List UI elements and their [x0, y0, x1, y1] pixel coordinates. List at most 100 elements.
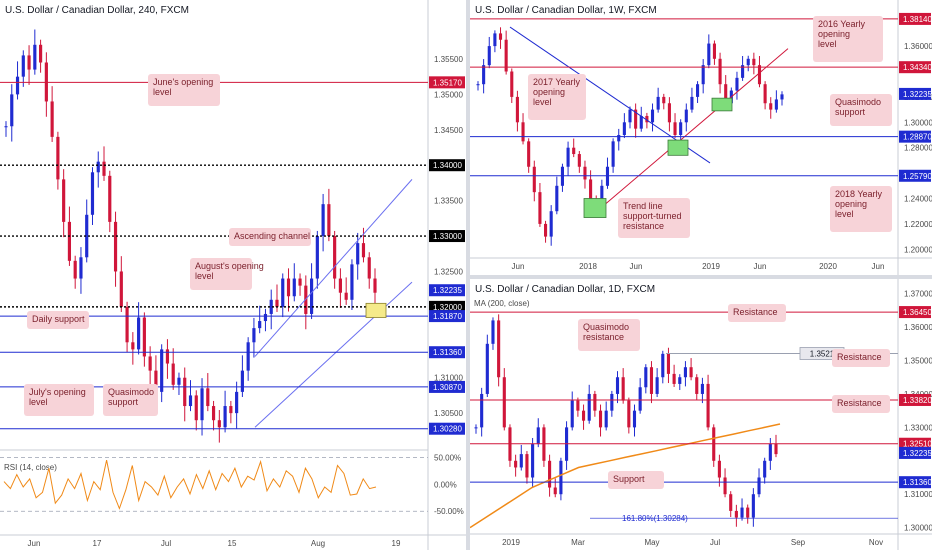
candle-body — [566, 147, 570, 167]
candle-body — [525, 454, 529, 478]
time-tick-label: 2020 — [819, 262, 837, 271]
candle-body — [102, 161, 106, 176]
price-tick-label: 1.30500 — [434, 409, 463, 418]
green-zone — [667, 139, 689, 156]
candle-body — [706, 383, 710, 428]
candle-body — [695, 377, 699, 394]
candle-body — [321, 204, 325, 237]
price-tag-label: 1.38140 — [903, 15, 932, 24]
time-tick-label: Jun — [630, 262, 643, 271]
candle-body — [667, 103, 671, 123]
price-tag — [899, 12, 931, 25]
candle-body — [498, 33, 503, 40]
panel-divider-vertical[interactable] — [466, 0, 470, 550]
panel-divider-horizontal[interactable] — [470, 275, 932, 279]
current-price-tag — [899, 446, 931, 459]
candle-body — [655, 377, 659, 394]
candle-body — [361, 243, 366, 258]
note-2016-opening-box — [813, 16, 883, 62]
note-quasimodo-resistance: Quasimodo — [583, 322, 629, 332]
time-tick-label: Jun — [754, 262, 767, 271]
candle-body — [333, 236, 337, 279]
candle-body — [514, 460, 518, 468]
note-2016-opening: opening — [818, 29, 850, 39]
candle-body — [298, 278, 302, 286]
candle-body — [611, 141, 615, 167]
time-tick-label: 2019 — [502, 538, 520, 547]
note-trendline: Trend line — [623, 201, 663, 211]
note-trendline: resistance — [623, 221, 664, 231]
candle-body — [746, 58, 750, 66]
note-resistance-mid-box — [832, 349, 890, 367]
h4-chart-panel[interactable]: U.S. Dollar / Canadian Dollar, 240, FXCM… — [0, 0, 466, 550]
candle-body — [292, 278, 296, 297]
candle-body — [600, 185, 604, 205]
candle-body — [740, 507, 744, 518]
candle-body — [746, 507, 750, 518]
note-2017-opening: opening — [533, 87, 565, 97]
candle-body — [734, 510, 738, 518]
yellow-zone — [365, 302, 387, 318]
price-tag-label: 1.32000 — [433, 303, 462, 312]
note-quasimodo-resistance: resistance — [583, 332, 624, 342]
candle-body — [281, 278, 285, 307]
price-tick-label: 1.35000 — [434, 90, 463, 99]
candle-body — [327, 204, 331, 237]
candle-body — [113, 221, 118, 272]
candle-body — [751, 494, 755, 518]
note-2016-opening: level — [818, 39, 837, 49]
time-tick-label: Jul — [161, 539, 171, 548]
note-quasimodo-resistance-box — [578, 319, 640, 351]
note-resistance-top-box — [728, 304, 786, 322]
candle-body — [79, 257, 83, 279]
fib-label: 161.80%(1.30284) — [622, 514, 688, 523]
candle-body — [666, 353, 671, 374]
time-tick-label: May — [644, 538, 659, 547]
candle-body — [160, 349, 164, 392]
price-tag-label: 1.31360 — [903, 478, 932, 487]
note-2018-opening: 2018 Yearly — [835, 189, 883, 199]
daily-chart-panel[interactable]: U.S. Dollar / Canadian Dollar, 1D, FXCM 1… — [470, 279, 932, 550]
price-tag-label: 1.33000 — [433, 232, 462, 241]
candle-body — [712, 43, 716, 59]
price-tick-label: 1.20000 — [904, 245, 932, 254]
candle-body — [604, 410, 608, 428]
candle-body — [769, 103, 773, 110]
price-tag — [429, 159, 465, 172]
candle-body — [768, 444, 772, 461]
price-tag — [429, 380, 465, 393]
note-august-opening: August's opening — [195, 261, 264, 271]
candle-body — [549, 211, 553, 237]
candle-body — [142, 317, 146, 357]
weekly-chart-panel[interactable]: U.S. Dollar / Canadian Dollar, 1W, FXCM 1… — [470, 0, 932, 275]
candle-body — [560, 166, 564, 186]
note-2017-opening-box — [528, 74, 586, 120]
candle-body — [662, 96, 666, 104]
candle-body — [515, 96, 519, 123]
candle-body — [538, 192, 542, 224]
candle-body — [617, 135, 621, 142]
candle-body — [229, 406, 233, 414]
candle-body — [638, 387, 642, 411]
note-support: Support — [613, 474, 645, 484]
candle-body — [627, 400, 631, 428]
candle-body — [235, 391, 239, 414]
time-tick-label: 2019 — [702, 262, 720, 271]
time-tick-label: Jun — [512, 262, 525, 271]
price-tick-label: 1.34500 — [434, 126, 463, 135]
candle-body — [531, 444, 535, 478]
candle-body — [673, 122, 677, 135]
price-tag — [899, 61, 931, 74]
candle-body — [510, 71, 514, 97]
candle-body — [729, 494, 733, 511]
candle-body — [723, 477, 727, 495]
price-tick-label: 1.28000 — [904, 144, 932, 153]
price-tick-label: 1.30000 — [904, 118, 932, 127]
candle-body — [577, 154, 581, 167]
current-price-tag — [429, 284, 465, 297]
candle-body — [62, 179, 66, 222]
note-resistance-low: Resistance — [837, 398, 882, 408]
price-tag-label: 1.36450 — [903, 308, 932, 317]
price-tag — [899, 130, 931, 143]
candle-body — [757, 65, 762, 85]
